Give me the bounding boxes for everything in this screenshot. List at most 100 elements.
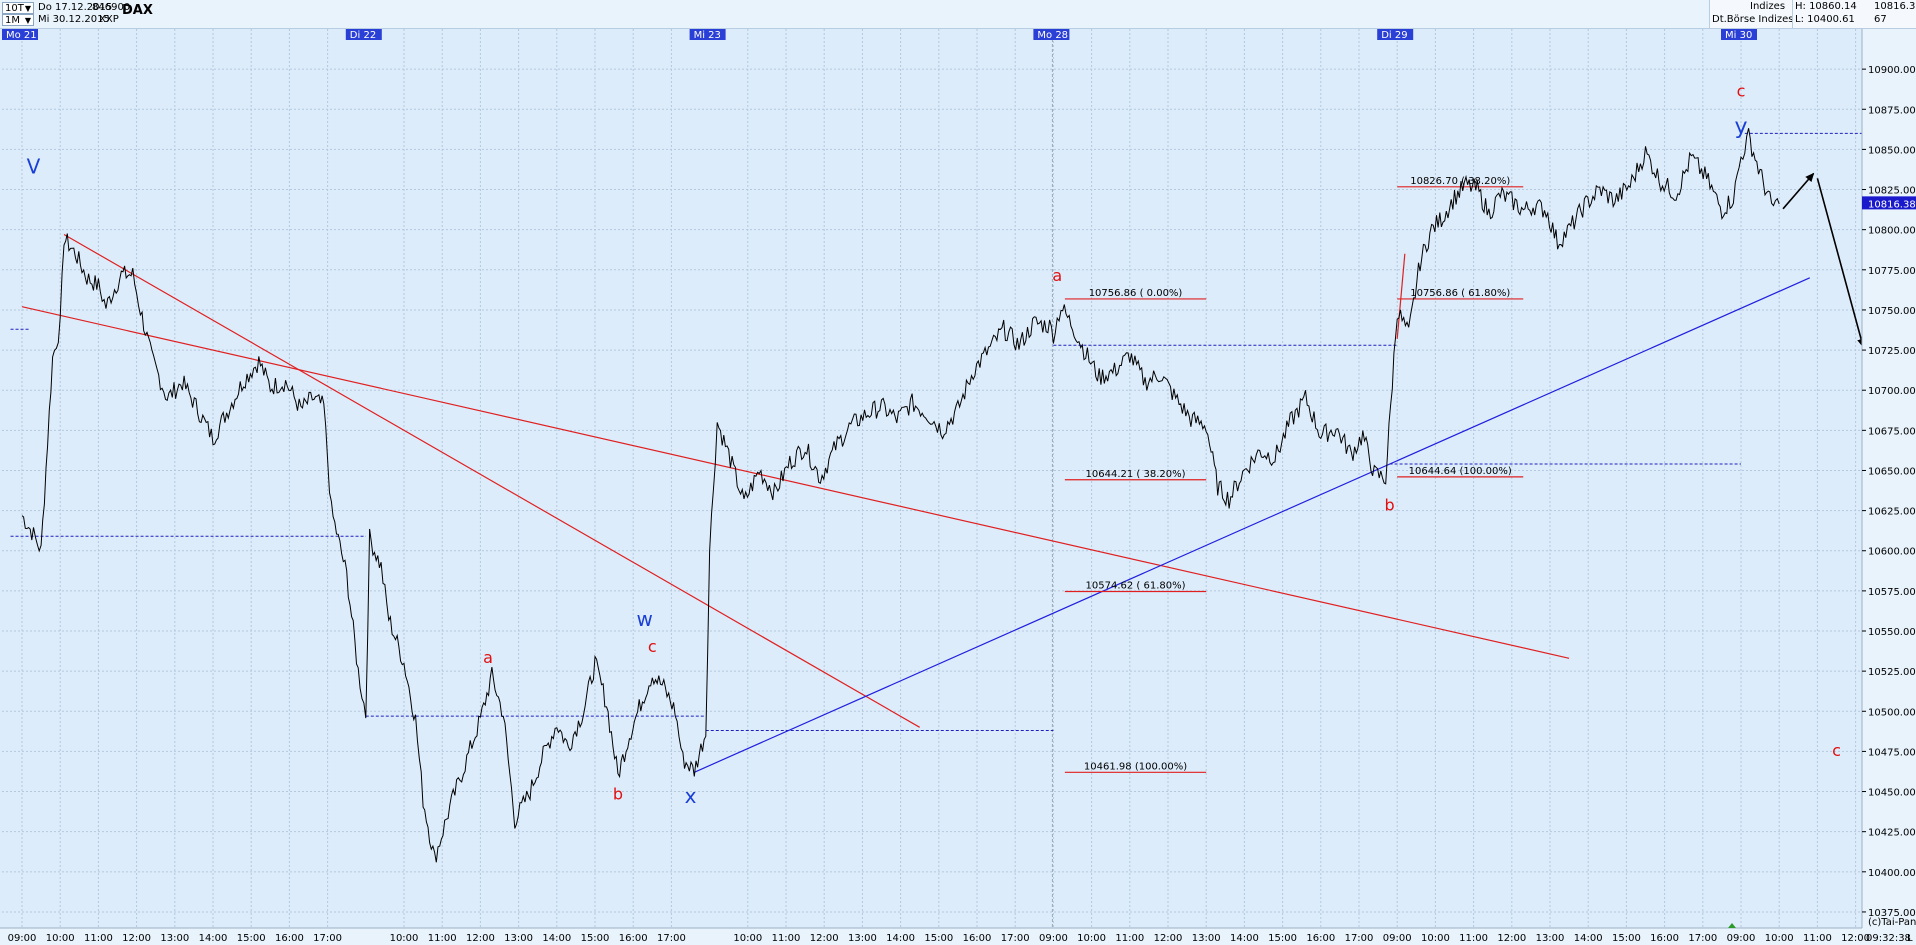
period-value: 1M: [5, 15, 20, 26]
fib-level: 10574.62 ( 61.80%): [1064, 580, 1207, 593]
x-axis-bg: [0, 928, 1916, 945]
x-tick-label: 10:00: [390, 933, 419, 944]
day-label-bg: [345, 29, 382, 40]
exchange-label: XXP: [99, 14, 119, 25]
wave-label: b: [1384, 496, 1394, 515]
current-price-tag: 10816.38: [1862, 196, 1916, 210]
x-tick-label: 09:00: [8, 933, 37, 944]
x-tick-label: 17:00: [1001, 933, 1030, 944]
y-tick-label: 10550.00: [1868, 627, 1916, 638]
wave-label: c: [1832, 741, 1841, 760]
date-to[interactable]: Mi 30.12.2015: [38, 14, 110, 25]
x-tick-label: 13:00: [160, 933, 189, 944]
wave-label: a: [1052, 266, 1062, 285]
y-tick-label: 10650.00: [1868, 466, 1916, 477]
plot-area: [2, 29, 1862, 928]
x-tick-label: 13:00: [848, 933, 877, 944]
wave-label: V: [27, 154, 41, 178]
x-tick-label: 09:00: [1383, 933, 1412, 944]
fib-label: 10644.64 (100.00%): [1409, 466, 1512, 477]
chevron-down-icon: ▼: [24, 16, 31, 25]
x-tick-label: 15:00: [1612, 933, 1641, 944]
day-label-text: Mi 23: [694, 30, 721, 41]
y-tick-label: 10450.00: [1868, 788, 1916, 799]
y-tick-label: 10400.00: [1868, 868, 1916, 879]
wave-label: c: [1737, 81, 1746, 100]
date-from[interactable]: Do 17.12.2015: [38, 2, 113, 13]
fib-connector: [1396, 253, 1406, 339]
fib-level: 10644.64 (100.00%): [1397, 466, 1524, 478]
symbol-title: DAX: [122, 3, 153, 18]
day-label-bg: [1033, 29, 1070, 40]
x-tick-label: 11:00: [84, 933, 113, 944]
y-tick-label: 10600.00: [1868, 547, 1916, 558]
day-label-bg: [2, 29, 38, 40]
x-tick-label: 10:00: [733, 933, 762, 944]
high-label: H: 10860.14: [1795, 1, 1857, 12]
chevron-down-icon: ▼: [24, 4, 31, 13]
x-tick-label: 11:00: [1803, 933, 1832, 944]
day-label: Di 22: [345, 29, 382, 41]
time-label: 09:32:38: [1866, 933, 1911, 944]
arrow-down: [1816, 178, 1866, 348]
market-info: Indizes Dt.Börse Indizes: [1709, 0, 1793, 28]
period-select[interactable]: 1M ▼: [2, 14, 34, 26]
x-tick-label: 14:00: [542, 933, 571, 944]
wave-label: x: [685, 784, 697, 808]
x-tick-label: 16:00: [619, 933, 648, 944]
y-tick-label: 10850.00: [1868, 145, 1916, 156]
day-label: Mi 23: [689, 29, 726, 41]
x-tick-label: 16:00: [963, 933, 992, 944]
day-label-text: Mo 28: [1037, 30, 1068, 41]
day-label-text: Di 29: [1381, 30, 1407, 41]
timeframe-value: 10T: [5, 3, 24, 14]
fib-label: 10574.62 ( 61.80%): [1086, 580, 1186, 591]
y-tick-label: 10725.00: [1868, 346, 1916, 357]
axis-mode-label: L: [1907, 933, 1913, 944]
day-label: Di 29: [1377, 29, 1414, 41]
y-tick-label: 10375.00: [1868, 908, 1916, 919]
day-label-bg: [1377, 29, 1414, 40]
wave-label: y: [1734, 114, 1747, 139]
fib-level: 10756.86 ( 0.00%): [1064, 288, 1207, 300]
x-tick-label: 12:00: [1841, 933, 1870, 944]
fib-label: 10644.21 ( 38.20%): [1086, 469, 1186, 480]
fib-level: 10756.86 ( 61.80%): [1397, 288, 1524, 300]
x-tick-label: 16:00: [1306, 933, 1335, 944]
wave-label: w: [636, 607, 652, 631]
x-tick-label: 11:00: [1115, 933, 1144, 944]
x-tick-label: 17:00: [657, 933, 686, 944]
x-tick-label: 14:00: [1574, 933, 1603, 944]
fib-label: 10756.86 ( 61.80%): [1410, 288, 1510, 299]
x-tick-label: 14:00: [1230, 933, 1259, 944]
x-tick-label: 13:00: [1192, 933, 1221, 944]
x-tick-label: 12:00: [810, 933, 839, 944]
y-tick-label: 10700.00: [1868, 386, 1916, 397]
y-tick-label: 10775.00: [1868, 266, 1916, 277]
copyright-label: (c)Tai-Pan: [1868, 917, 1916, 928]
scroll-marker-icon: [1728, 923, 1736, 928]
x-tick-label: 16:00: [1650, 933, 1679, 944]
x-tick-label: 12:00: [1154, 933, 1183, 944]
timeframe-select[interactable]: 10T ▼: [2, 2, 34, 14]
x-tick-label: 15:00: [1268, 933, 1297, 944]
x-tick-label: 11:00: [1459, 933, 1488, 944]
price-line: [21, 128, 1780, 863]
x-tick-label: 09:00: [1727, 933, 1756, 944]
x-tick-label: 17:00: [313, 933, 342, 944]
y-tick-label: 10900.00: [1868, 65, 1916, 76]
category-label: Indizes: [1750, 1, 1786, 12]
y-tick-label: 10525.00: [1868, 667, 1916, 678]
arrow-up: [1782, 172, 1815, 210]
day-label-text: Mo 21: [6, 30, 37, 41]
x-tick-label: 15:00: [924, 933, 953, 944]
y-tick-label: 10500.00: [1868, 707, 1916, 718]
x-tick-label: 14:00: [199, 933, 228, 944]
y-tick-label: 10825.00: [1868, 186, 1916, 197]
y-axis-bg: [1862, 29, 1916, 928]
x-tick-label: 10:00: [46, 933, 75, 944]
y-tick-label: 10475.00: [1868, 747, 1916, 758]
fib-label: 10756.86 ( 0.00%): [1089, 288, 1183, 299]
